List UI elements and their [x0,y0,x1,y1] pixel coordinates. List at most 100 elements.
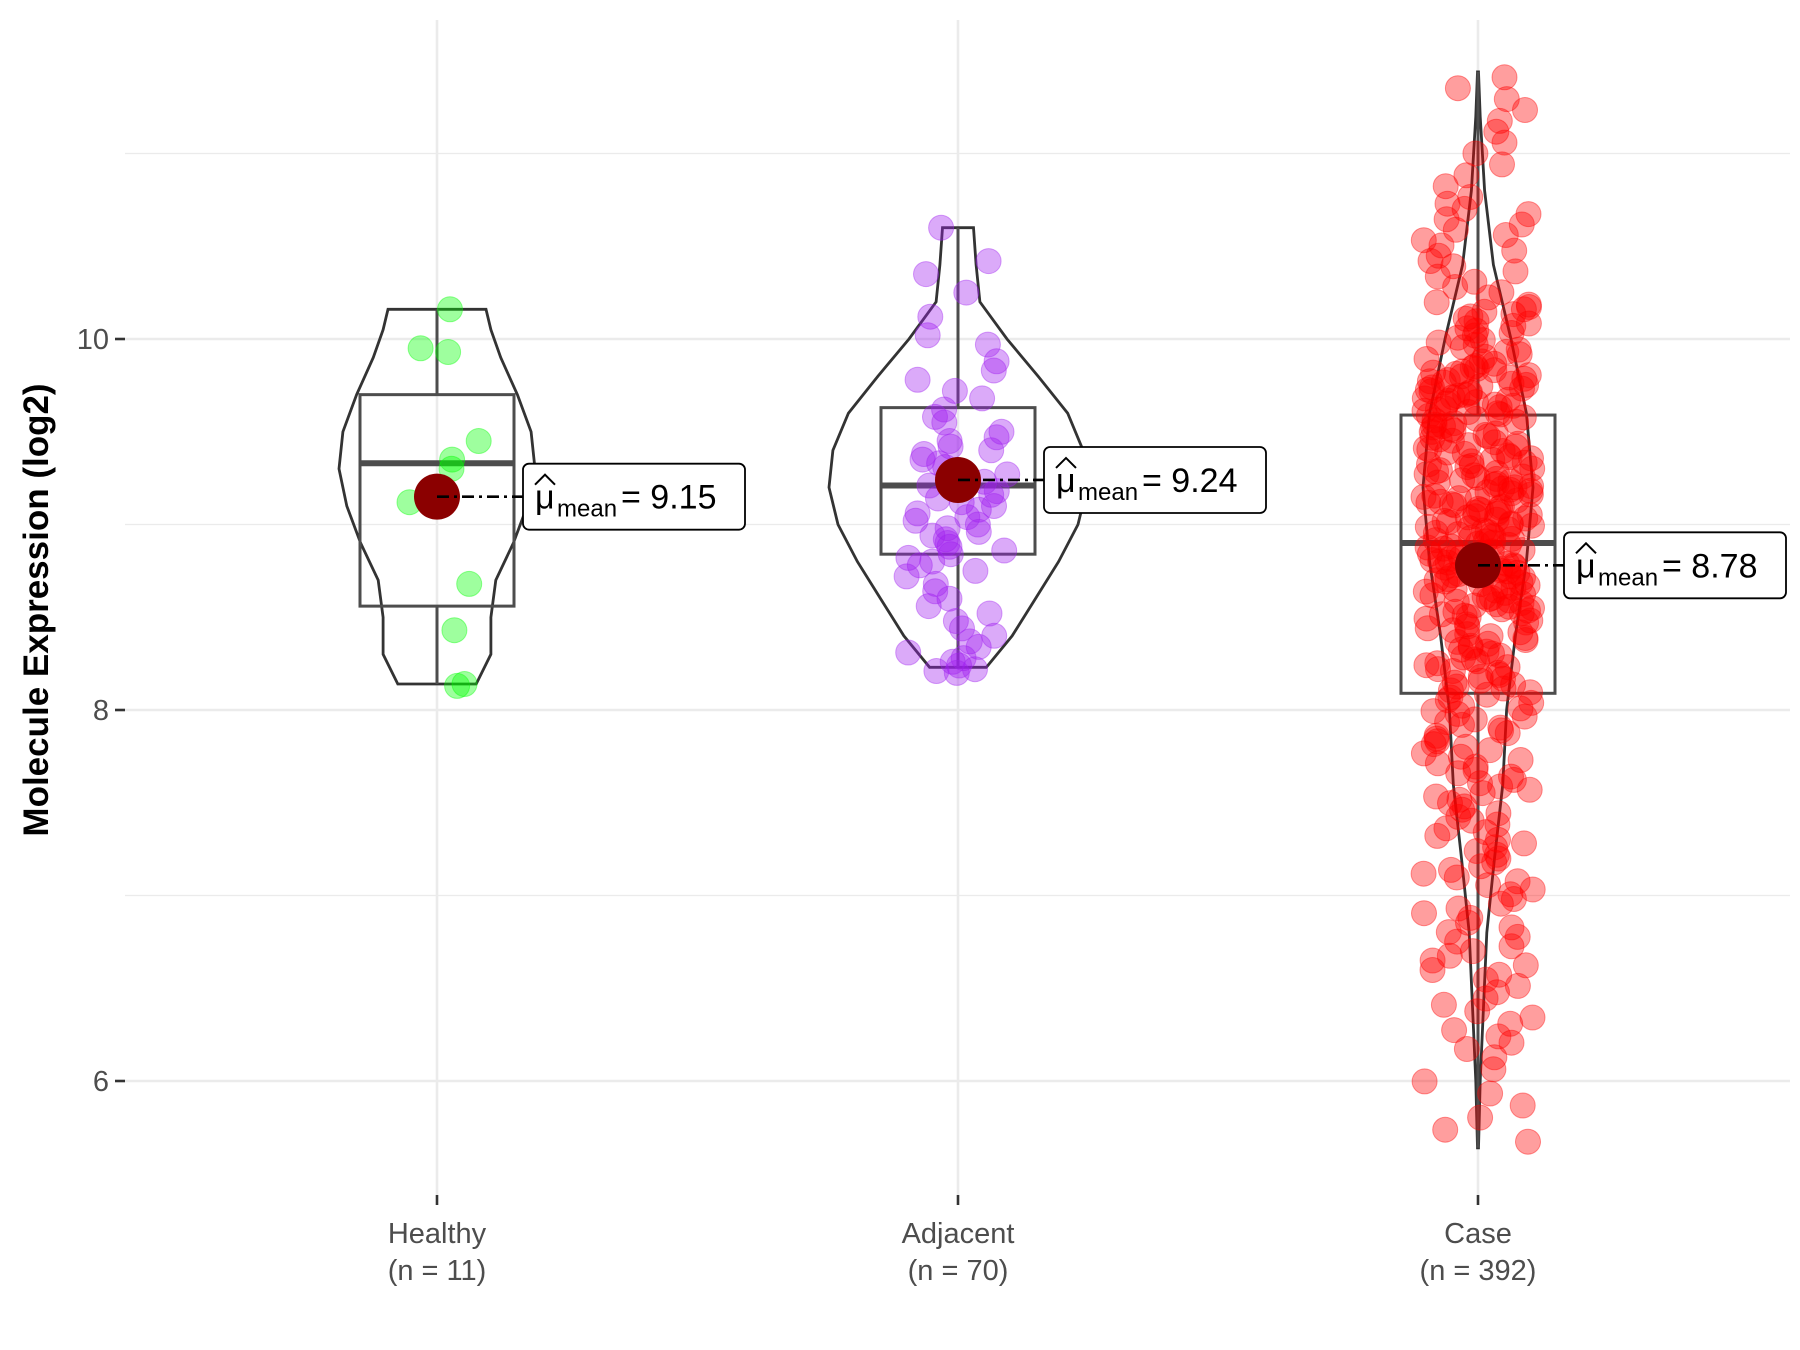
data-point [1513,609,1540,636]
data-point [1416,451,1442,478]
data-point [1511,365,1538,392]
data-point [1481,1044,1508,1071]
data-point [1454,315,1481,342]
data-point [1500,392,1527,419]
data-point [1424,750,1451,777]
data-point [1432,568,1459,595]
data-point [1515,291,1542,318]
data-point [1483,118,1510,145]
data-point [1518,689,1545,716]
data-point [965,496,992,523]
data-point [1494,654,1521,681]
data-point [1433,206,1460,233]
data-point [1515,597,1541,624]
data-point [435,339,462,365]
data-point [1436,942,1463,969]
data-point [1508,211,1535,238]
data-point [1488,596,1515,623]
mean-subscript: mean [1078,479,1138,506]
data-point [1488,717,1515,744]
data-point [1485,800,1512,827]
data-point [1441,410,1468,437]
data-point [1443,360,1470,387]
data-point [1485,498,1512,525]
data-point [981,493,1007,519]
data-point [1457,379,1483,406]
y-tick-label: 6 [93,1066,109,1098]
data-point [906,552,933,579]
x-tick-label: Healthy [388,1218,487,1250]
data-point [1423,458,1450,485]
data-point [1464,648,1491,675]
data-point [1449,692,1476,719]
data-point [1449,467,1476,494]
data-point [1481,471,1508,498]
data-point [942,608,969,634]
data-point [1425,329,1452,356]
data-point [1517,679,1544,706]
data-point [1519,876,1546,903]
data-point [1482,834,1509,861]
data-point [936,585,963,612]
data-point [923,658,950,684]
data-point [1518,445,1544,472]
data-point [946,652,973,679]
data-point [1463,355,1490,382]
data-point [1497,881,1524,908]
data-point [943,659,970,686]
mean-subscript: mean [1598,564,1658,591]
data-point [1430,535,1457,562]
hat-mark [1055,456,1077,469]
data-point [1508,600,1535,627]
data-point [913,261,939,288]
data-point [1516,501,1543,528]
data-point [1500,671,1527,698]
data-point [1470,517,1497,544]
x-tick-label: Case [1444,1218,1512,1250]
data-point [1420,731,1447,758]
data-point [1412,435,1439,462]
data-point [1462,353,1489,380]
data-point [1512,625,1539,651]
data-point [1487,890,1514,917]
data-point [1450,644,1477,671]
data-point [969,385,996,412]
data-point [1434,687,1461,714]
data-point [1509,537,1536,563]
data-point [904,366,931,393]
data-point [1427,488,1454,515]
data-point [1485,845,1512,872]
data-point [1467,1104,1494,1131]
data-point [1431,507,1458,534]
data-point [1472,966,1499,993]
data-point [1425,656,1451,683]
data-point [407,335,434,362]
data-point [1461,268,1488,295]
data-point [1461,462,1488,489]
data-point [1445,521,1472,548]
data-point [1482,420,1509,447]
data-point [1441,1017,1468,1044]
data-point [1441,576,1468,603]
data-point [1438,416,1465,442]
data-point [1423,725,1450,752]
data-point [1499,525,1525,552]
data-point [1443,673,1470,700]
data-point [1504,868,1531,895]
data-point [919,548,946,575]
data-point [1503,487,1530,514]
mean-label-value: = 8.78 [1662,547,1757,585]
data-point [1484,979,1510,1006]
data-point [1463,838,1490,864]
data-point [1481,357,1508,384]
data-point [1504,923,1531,950]
data-point [1485,1023,1512,1050]
data-point [1424,650,1451,677]
data-point [1495,442,1522,469]
data-point [1461,706,1488,733]
data-point [1496,364,1523,391]
data-point [1445,895,1472,922]
data-point [965,518,992,545]
data-point [1500,574,1527,601]
data-point [1456,515,1483,542]
